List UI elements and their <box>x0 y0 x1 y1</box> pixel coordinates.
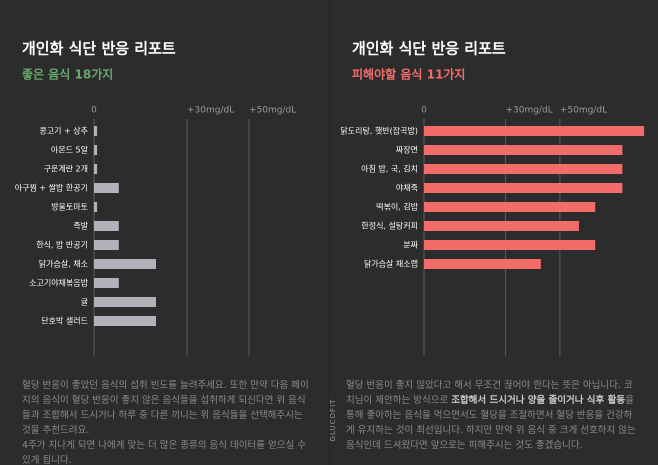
x-tick-label: +50mg/dL <box>560 106 607 116</box>
x-tick-label: +30mg/dL <box>506 106 553 116</box>
caption-text: 4주가 지나게 되면 나에게 맞는 더 많은 종류의 음식 데이터를 얻으실 수… <box>22 440 306 465</box>
bar <box>424 183 623 193</box>
bar <box>424 259 541 269</box>
bar <box>94 316 156 326</box>
caption-bold: 조합해서 드시거나 양을 줄이거나 식후 활동 <box>451 395 626 406</box>
chart-subtitle: 피해야할 음식 11가지 <box>352 67 465 82</box>
bar <box>94 145 98 155</box>
y-tick-label: 아몬드 5알 <box>51 145 89 155</box>
chart-title: 개인화 식단 반응 리포트 <box>22 40 176 58</box>
bar <box>424 145 623 155</box>
y-tick-label: 야채죽 <box>396 183 418 193</box>
y-tick-label: 구운계란 2개 <box>44 164 88 174</box>
y-tick-label: 한식, 밥 반공기 <box>36 241 88 250</box>
y-tick-label: 콩고기 + 상추 <box>39 126 88 136</box>
y-tick-label: 단호박 샐러드 <box>41 316 88 326</box>
bar <box>94 183 119 193</box>
caption-text: 혈당 반응이 좋지 않았다고 해서 무조건 끊어야 한다는 뜻은 아닙니다. 코… <box>346 378 636 453</box>
y-tick-label: 떡볶이, 김밥 <box>376 202 419 212</box>
y-tick-label: 닭가슴살 채소랩 <box>364 259 418 269</box>
caption-text: 혈당 반응이 좋았던 음식의 섭취 빈도를 늘려주세요. 또한 만약 다음 페이… <box>22 380 309 436</box>
x-tick-label: +30mg/dL <box>187 106 234 116</box>
y-tick-label: 분짜 <box>403 241 418 250</box>
chart-title: 개인화 식단 반응 리포트 <box>352 40 506 58</box>
y-tick-label: 소고기야채볶음밥 <box>29 278 89 288</box>
bar <box>94 126 98 136</box>
bar <box>94 297 156 307</box>
caption-text: 을 통해 좋아하는 음식을 먹으면서도 혈당을 조절하면서 혈당 반응을 건강하… <box>346 395 636 451</box>
bar <box>94 221 119 231</box>
bar <box>424 240 596 250</box>
caption: 혈당 반응이 좋지 않았다고 해서 무조건 끊어야 한다는 뜻은 아닙니다. 코… <box>346 378 636 453</box>
caption: 혈당 반응이 좋았던 음식의 섭취 빈도를 늘려주세요. 또한 만약 다음 페이… <box>22 378 312 465</box>
x-tick-label: 0 <box>91 106 97 116</box>
brand: GLUCOFIT <box>329 399 337 442</box>
bar <box>94 278 119 288</box>
x-tick-label: +50mg/dL <box>249 106 296 116</box>
chart-subtitle: 좋은 음식 18가지 <box>22 67 113 82</box>
y-tick-label: 닭가슴살, 채소 <box>39 259 88 269</box>
y-tick-label: 한정식, 설탕커피 <box>361 221 418 231</box>
y-tick-label: 족발 <box>73 221 88 231</box>
bar <box>94 202 98 212</box>
x-tick-label: 0 <box>421 106 427 116</box>
bar <box>94 164 98 174</box>
caption-text: 혈당 반응이 좋지 않았다고 해서 무조건 끊어야 한다는 뜻은 아닙니다. 코… <box>346 380 633 406</box>
y-tick-label: 닭도리탕, 햇반(잡곡밥) <box>340 126 418 136</box>
y-tick-label: 귤 <box>81 298 88 307</box>
y-tick-label: 아구찜 + 쌀밥 한공기 <box>15 183 88 193</box>
bar <box>424 126 645 136</box>
y-tick-label: 아침 밥, 국, 김치 <box>361 164 418 174</box>
bar <box>424 164 623 174</box>
bar <box>94 259 156 269</box>
bar <box>94 240 119 250</box>
y-tick-label: 방울토마토 <box>51 202 88 212</box>
y-tick-label: 짜장면 <box>396 145 418 155</box>
bar <box>424 202 596 212</box>
bar <box>424 221 579 231</box>
